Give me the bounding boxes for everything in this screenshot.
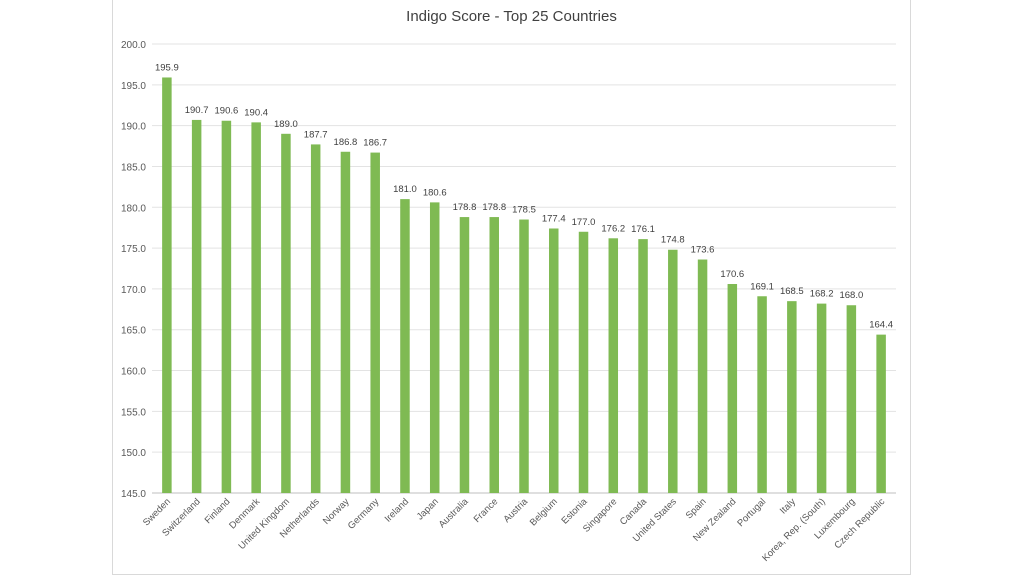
x-tick-label: Portugal bbox=[735, 496, 768, 529]
y-tick-label: 175.0 bbox=[121, 244, 146, 255]
y-tick-label: 155.0 bbox=[121, 407, 146, 418]
bar bbox=[162, 77, 172, 493]
value-labels: 195.9 190.7 190.6 190.4 189.0 187.7 186.8 186.7… bbox=[155, 62, 893, 330]
data-label: 169.1 bbox=[750, 281, 774, 292]
y-axis: 145.0 150.0 155.0 160.0 165.0 170.0 175.0 180.0… bbox=[121, 40, 146, 500]
data-label: 178.8 bbox=[453, 202, 477, 213]
data-label: 190.4 bbox=[244, 107, 268, 118]
bar bbox=[876, 334, 886, 493]
y-tick-label: 170.0 bbox=[121, 285, 146, 296]
data-label: 178.8 bbox=[482, 202, 506, 213]
bar bbox=[340, 151, 351, 493]
data-label: 173.6 bbox=[691, 245, 715, 256]
data-label: 176.1 bbox=[631, 224, 655, 235]
data-label: 195.9 bbox=[155, 62, 179, 73]
bar bbox=[281, 133, 291, 494]
bar bbox=[727, 284, 738, 493]
bar bbox=[519, 219, 529, 493]
y-tick-label: 190.0 bbox=[121, 122, 146, 133]
data-label: 176.2 bbox=[601, 223, 625, 234]
bar bbox=[489, 217, 499, 493]
x-tick-label: Germany bbox=[346, 496, 382, 532]
data-label: 178.5 bbox=[512, 205, 536, 216]
bar bbox=[846, 305, 857, 493]
data-label: 168.5 bbox=[780, 286, 804, 297]
data-label: 168.2 bbox=[810, 289, 834, 300]
y-tick-label: 160.0 bbox=[121, 367, 146, 378]
y-tick-label: 180.0 bbox=[121, 203, 146, 214]
x-tick-label: France bbox=[472, 496, 501, 525]
y-tick-label: 150.0 bbox=[121, 448, 146, 459]
data-label: 180.6 bbox=[423, 187, 447, 198]
bar bbox=[638, 239, 648, 493]
data-label: 181.0 bbox=[393, 184, 417, 195]
y-tick-label: 195.0 bbox=[121, 81, 146, 92]
bar bbox=[400, 199, 410, 494]
data-label: 186.8 bbox=[334, 137, 358, 148]
x-tick-label: Australia bbox=[437, 496, 471, 530]
bar bbox=[221, 120, 232, 493]
y-tick-label: 165.0 bbox=[121, 326, 146, 337]
x-tick-label: Spain bbox=[684, 496, 709, 521]
data-label: 187.7 bbox=[304, 129, 328, 140]
data-label: 189.0 bbox=[274, 119, 298, 130]
bar bbox=[370, 152, 380, 494]
bar bbox=[549, 228, 559, 494]
y-tick-label: 145.0 bbox=[121, 489, 146, 500]
data-label: 170.6 bbox=[720, 269, 744, 280]
data-label: 186.7 bbox=[363, 138, 387, 149]
bar bbox=[697, 259, 708, 493]
x-tick-label: United Kingdom bbox=[236, 496, 292, 552]
x-tick-label: Ireland bbox=[383, 496, 411, 524]
x-tick-label: Italy bbox=[778, 496, 798, 516]
x-tick-label: Japan bbox=[415, 496, 441, 522]
bar bbox=[578, 231, 589, 493]
data-label: 168.0 bbox=[839, 290, 863, 301]
y-tick-label: 185.0 bbox=[121, 162, 146, 173]
chart-area bbox=[112, 0, 911, 575]
bar bbox=[757, 296, 767, 493]
bars bbox=[162, 77, 886, 494]
bar bbox=[310, 144, 321, 493]
bar bbox=[459, 217, 470, 493]
data-label: 190.6 bbox=[215, 106, 239, 117]
x-tick-label: Austria bbox=[501, 496, 530, 525]
bar bbox=[191, 119, 202, 494]
data-label: 177.4 bbox=[542, 213, 566, 224]
data-label: 190.7 bbox=[185, 105, 209, 116]
bar bbox=[816, 303, 827, 493]
bar bbox=[787, 301, 797, 493]
bar bbox=[608, 238, 619, 493]
bar bbox=[251, 122, 261, 493]
data-label: 164.4 bbox=[869, 320, 893, 331]
data-label: 174.8 bbox=[661, 235, 685, 246]
bar bbox=[668, 249, 678, 493]
x-tick-label: Belgium bbox=[528, 496, 560, 528]
bar bbox=[429, 202, 440, 493]
chart-title: Indigo Score - Top 25 Countries bbox=[406, 8, 617, 25]
data-label: 177.0 bbox=[572, 217, 596, 228]
y-tick-label: 200.0 bbox=[121, 40, 146, 51]
